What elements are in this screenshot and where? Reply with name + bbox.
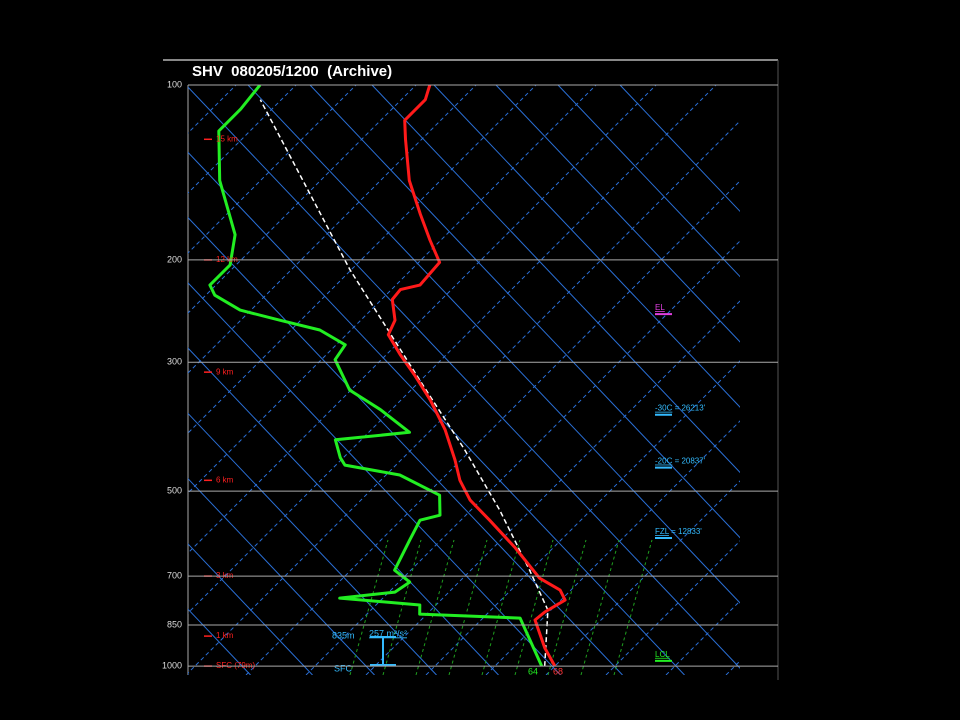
height-label: 6 km [216,475,234,484]
traces [208,85,567,667]
dry-adiabat [188,412,437,675]
mixing-ratio [481,539,521,675]
y-tick-label: 700 [167,570,182,580]
mixing-ratio [613,539,653,675]
dewpoint-trace [208,85,544,667]
level-label: FZL = 12833' [655,527,702,536]
dry-adiabat [188,477,375,675]
isotherm [725,660,740,675]
isotherm [906,85,960,675]
y-tick-label: 100 [167,79,182,89]
y-tick-label: 500 [167,486,182,496]
isotherm [786,85,960,675]
isotherm [0,85,56,675]
dry-adiabat [247,85,740,604]
annotations: 835m 257 m²/s² SFC 64 68 SFC (79m)1 km3 … [204,134,706,676]
level-label: EL [655,303,665,312]
mixing-ratio [580,539,620,675]
helicity-base: SFC [334,663,353,673]
dry-adiabat [188,347,499,675]
isotherm [545,480,740,675]
background-lines [0,85,960,675]
dry-adiabat [0,85,3,675]
level-name: FZL [655,527,670,536]
dry-adiabat [188,673,189,675]
dry-adiabat [309,85,740,539]
dry-adiabat [0,85,127,675]
level-value: = 20837' [672,457,705,466]
mixing-ratio [514,539,554,675]
level-name: EL [655,303,665,312]
dry-adiabat [188,151,685,675]
level-label: -30C = 26213' [655,404,706,413]
dry-adiabat [619,85,740,213]
level-name: -20C [655,457,673,466]
isotherm [0,85,116,675]
level-value: = 12833' [669,527,702,536]
isotherm [425,360,740,675]
dry-adiabat [188,543,313,675]
height-label: 9 km [216,367,234,376]
dry-adiabat [371,85,740,474]
isotherm [188,85,537,434]
mixing-ratio [349,539,389,675]
isotherm [188,85,477,374]
level-value: = 26213' [672,404,705,413]
mixing-ratio [415,539,455,675]
y-tick-label: 850 [167,619,182,629]
isotherm [188,85,417,314]
level-label: -20C = 20837' [655,457,706,466]
isotherm [188,85,657,554]
surface-temperature: 68 [553,666,563,676]
dry-adiabat [495,85,740,343]
isotherm [188,120,740,674]
isotherm [188,85,357,254]
dry-adiabat [188,282,561,675]
isotherm [0,85,176,675]
y-tick-label: 300 [167,357,182,367]
level-label: LCL [655,650,670,659]
temperature-trace [386,85,567,667]
level-name: -30C [655,404,673,413]
isotherm [188,85,237,134]
level-name: LCL [655,650,670,659]
isotherm [665,600,740,675]
y-tick-label: 1000 [162,660,182,670]
isotherm [365,300,740,675]
mixing-ratio [547,539,587,675]
y-tick-label: 200 [167,254,182,264]
dry-adiabat [0,85,65,675]
isotherm [245,180,740,675]
mixing-ratio [382,539,422,675]
isotherm [846,85,960,675]
isotherm [188,85,597,494]
height-label: 15 km [216,134,238,143]
helicity-depth: 835m [332,630,355,640]
height-label: 1 km [216,631,234,640]
dry-adiabat [188,86,740,669]
mixing-ratio [448,539,488,675]
isotherm [188,85,717,614]
helicity-value: 257 m²/s² [369,628,407,638]
isotherm [485,420,740,675]
dry-adiabat [557,85,740,278]
dry-adiabat [188,608,251,675]
parcel-trace [259,99,549,667]
dry-adiabat [433,85,740,408]
surface-dewpoint: 64 [528,666,538,676]
isotherm [605,540,740,675]
dry-adiabat [188,216,623,675]
chart-title: SHV 080205/1200 (Archive) [192,63,392,80]
isotherm [188,85,297,194]
